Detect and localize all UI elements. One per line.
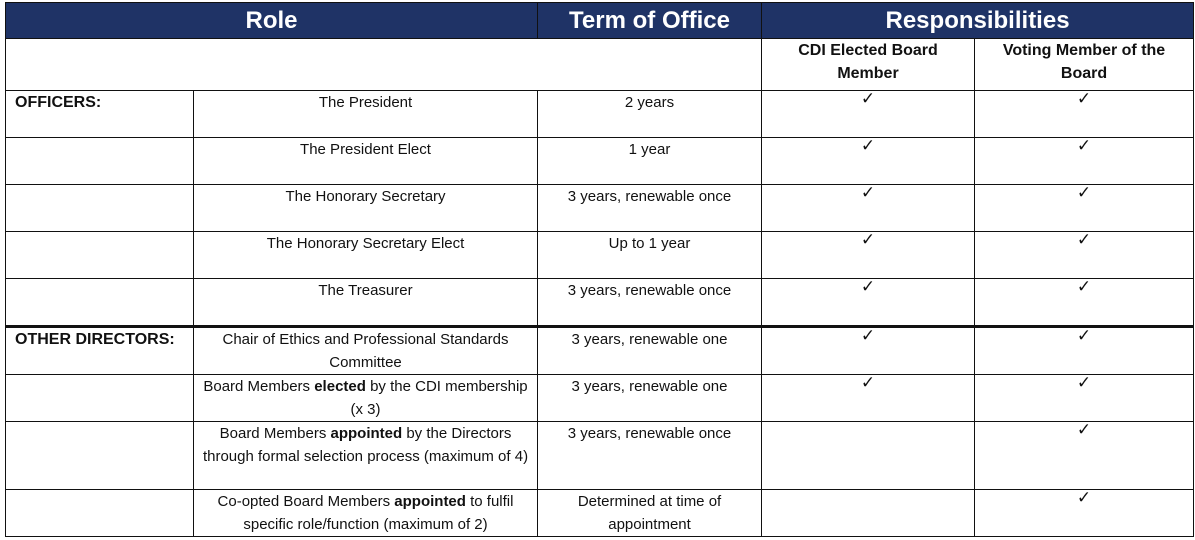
subheader-row: CDI Elected Board Member Voting Member o… — [4, 38, 1195, 91]
cdi-elected-check-icon: ✓ — [761, 325, 976, 375]
role-cell: Board Members elected by the CDI members… — [192, 374, 539, 422]
term-cell: 3 years, renewable once — [537, 278, 763, 327]
role-cell: The Honorary Secretary — [192, 184, 539, 232]
role-cell: Co-opted Board Members appointed to fulf… — [192, 489, 539, 537]
cdi-elected-check-icon: ✓ — [761, 137, 976, 185]
header-role: Role — [4, 2, 539, 39]
category-cell: OFFICERS: — [5, 90, 194, 138]
role-cell: Chair of Ethics and Professional Standar… — [192, 325, 539, 375]
table-row: The President Elect 1 year ✓ ✓ — [5, 137, 1195, 185]
subheader-voting-member: Voting Member of the Board — [974, 38, 1195, 91]
category-cell — [5, 137, 194, 185]
voting-member-check-icon: ✓ — [974, 90, 1195, 138]
cdi-elected-check-icon: ✓ — [761, 231, 976, 279]
table-row: OFFICERS: The President 2 years ✓ ✓ — [5, 90, 1195, 138]
role-cell: Board Members appointed by the Directors… — [192, 421, 539, 490]
voting-member-check-icon: ✓ — [974, 421, 1195, 490]
cdi-elected-check-icon — [761, 489, 976, 537]
category-cell — [5, 231, 194, 279]
term-cell: 1 year — [537, 137, 763, 185]
cdi-elected-check-icon: ✓ — [761, 184, 976, 232]
table-row: Board Members appointed by the Directors… — [5, 421, 1195, 490]
voting-member-check-icon: ✓ — [974, 231, 1195, 279]
board-roles-table: Role Term of Office Responsibilities CDI… — [4, 2, 1195, 537]
voting-member-check-icon: ✓ — [974, 489, 1195, 537]
role-cell: The Honorary Secretary Elect — [192, 231, 539, 279]
cdi-elected-check-icon: ✓ — [761, 374, 976, 422]
table-row: Co-opted Board Members appointed to fulf… — [5, 489, 1195, 537]
cdi-elected-check-icon — [761, 421, 976, 490]
table-row: OTHER DIRECTORS: Chair of Ethics and Pro… — [5, 325, 1195, 375]
term-cell: 2 years — [537, 90, 763, 138]
cdi-elected-check-icon: ✓ — [761, 90, 976, 138]
table-row: The Honorary Secretary 3 years, renewabl… — [5, 184, 1195, 232]
category-cell: OTHER DIRECTORS: — [5, 325, 194, 375]
voting-member-check-icon: ✓ — [974, 278, 1195, 327]
table-row: Board Members elected by the CDI members… — [5, 374, 1195, 422]
category-cell — [5, 184, 194, 232]
table-row: The Treasurer 3 years, renewable once ✓ … — [5, 278, 1195, 327]
category-cell — [5, 421, 194, 490]
header-responsibilities: Responsibilities — [761, 2, 1195, 39]
role-cell: The President — [192, 90, 539, 138]
category-cell — [5, 374, 194, 422]
category-cell — [5, 278, 194, 327]
category-cell — [5, 489, 194, 537]
term-cell: Up to 1 year — [537, 231, 763, 279]
term-cell: Determined at time of appointment — [537, 489, 763, 537]
term-cell: 3 years, renewable once — [537, 421, 763, 490]
term-cell: 3 years, renewable one — [537, 325, 763, 375]
term-cell: 3 years, renewable one — [537, 374, 763, 422]
term-cell: 3 years, renewable once — [537, 184, 763, 232]
voting-member-check-icon: ✓ — [974, 184, 1195, 232]
voting-member-check-icon: ✓ — [974, 137, 1195, 185]
cdi-elected-check-icon: ✓ — [761, 278, 976, 327]
table-row: The Honorary Secretary Elect Up to 1 yea… — [5, 231, 1195, 279]
role-cell: The Treasurer — [192, 278, 539, 327]
header-row: Role Term of Office Responsibilities — [4, 2, 1195, 39]
voting-member-check-icon: ✓ — [974, 374, 1195, 422]
role-cell: The President Elect — [192, 137, 539, 185]
subheader-blank — [4, 38, 763, 91]
header-term-of-office: Term of Office — [537, 2, 763, 39]
voting-member-check-icon: ✓ — [974, 325, 1195, 375]
subheader-cdi-elected: CDI Elected Board Member — [761, 38, 976, 91]
